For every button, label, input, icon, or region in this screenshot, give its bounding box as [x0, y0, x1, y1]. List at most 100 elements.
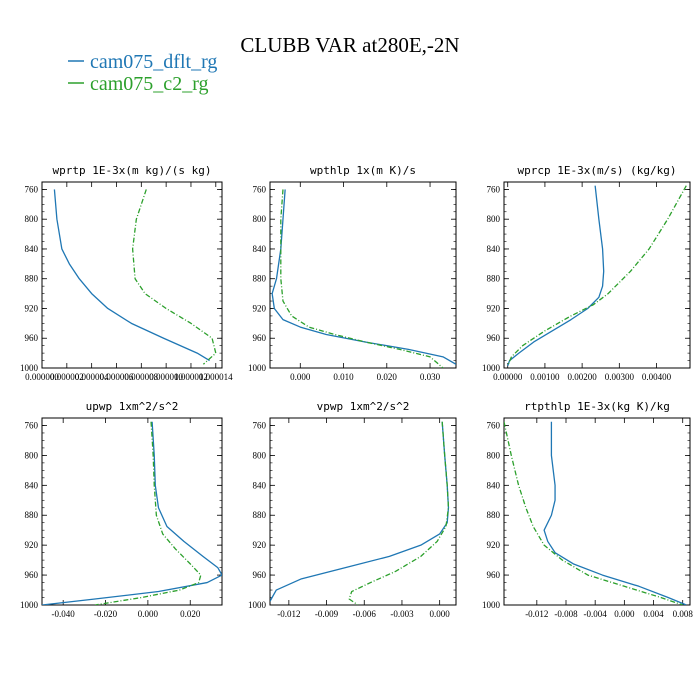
y-tick-label: 1000 — [20, 363, 39, 373]
panel-3: wprcp 1E-3x(m/s) (kg/kg) 760 800 840 880 920 9… — [482, 164, 691, 382]
plot-frame — [269, 417, 457, 606]
x-tick-label: 0.000014 — [199, 372, 233, 382]
x-tick-label: 0.000000 — [25, 372, 59, 382]
x-tick-label: 0.000008 — [124, 372, 158, 382]
series-line-1 — [507, 185, 605, 366]
x-tick-label: -0.040 — [52, 609, 76, 619]
legend-label-1: cam075_c2_rg — [90, 73, 209, 95]
y-tick-label: 1000 — [248, 600, 267, 610]
y-tick-label: 760 — [487, 420, 501, 430]
x-tick-label: -0.012 — [525, 609, 548, 619]
x-tick-label: 0.000012 — [174, 372, 208, 382]
x-tick-label: -0.003 — [390, 609, 414, 619]
y-tick-label: 840 — [487, 244, 501, 254]
x-tick-label: 0.000 — [138, 609, 159, 619]
panel-5: vpwp 1xm^2/s^2 760 800 840 880 920 960 1000 -0.0… — [248, 400, 457, 619]
x-tick-label: 0.000 — [290, 372, 311, 382]
legend-label-0: cam075_dflt_rg — [90, 51, 217, 73]
y-tick-label: 800 — [253, 214, 267, 224]
x-tick-label: 0.000004 — [75, 372, 109, 382]
x-tick-label: 0.000010 — [149, 372, 183, 382]
plot-frame — [269, 181, 457, 369]
x-tick-label: 0.020 — [377, 372, 398, 382]
series-line-1 — [53, 189, 210, 362]
y-tick-label: 760 — [253, 184, 267, 194]
y-tick-label: 800 — [25, 214, 39, 224]
x-tick-label: -0.009 — [315, 609, 339, 619]
y-tick-label: 960 — [253, 570, 267, 580]
y-tick-label: 760 — [25, 184, 39, 194]
y-tick-label: 880 — [253, 274, 267, 284]
y-tick-label: 960 — [253, 333, 267, 343]
y-tick-label: 840 — [25, 244, 39, 254]
x-tick-label: 0.008 — [673, 609, 694, 619]
x-tick-label: 0.00200 — [567, 372, 597, 382]
series-line-2 — [131, 189, 217, 365]
figure-title: CLUBB VAR at280E,-2N — [240, 33, 459, 57]
panel-title: wpthlp 1x(m K)/s — [310, 164, 416, 177]
y-tick-label: 840 — [487, 480, 501, 490]
y-tick-label: 840 — [253, 480, 267, 490]
x-tick-label: 0.000 — [430, 609, 451, 619]
x-tick-label: -0.012 — [277, 609, 300, 619]
y-tick-label: 920 — [253, 303, 267, 313]
y-tick-label: 880 — [25, 510, 39, 520]
panel-title: wprtp 1E-3x(m kg)/(s kg) — [53, 164, 212, 177]
x-tick-label: 0.00100 — [530, 372, 560, 382]
series-line-2 — [348, 421, 450, 605]
plot-frame — [41, 417, 223, 606]
x-tick-label: 0.00400 — [642, 372, 672, 382]
y-tick-label: 840 — [25, 480, 39, 490]
panel-title: vpwp 1xm^2/s^2 — [317, 400, 410, 413]
y-tick-label: 880 — [253, 510, 267, 520]
panel-4: upwp 1xm^2/s^2 760 800 840 880 920 960 1000 -0.0… — [20, 400, 223, 619]
x-tick-label: -0.006 — [353, 609, 377, 619]
y-tick-label: 880 — [25, 274, 39, 284]
y-tick-label: 760 — [487, 184, 501, 194]
y-tick-label: 920 — [253, 540, 267, 550]
series-line-2 — [94, 421, 202, 605]
y-tick-label: 920 — [487, 540, 501, 550]
y-tick-label: 1000 — [482, 600, 501, 610]
x-tick-label: -0.008 — [554, 609, 578, 619]
y-tick-label: 920 — [487, 303, 501, 313]
y-tick-label: 800 — [253, 450, 267, 460]
x-tick-label: -0.020 — [94, 609, 118, 619]
y-tick-label: 880 — [487, 510, 501, 520]
y-tick-label: 840 — [253, 244, 267, 254]
series-line-2 — [507, 185, 687, 367]
panel-title: upwp 1xm^2/s^2 — [86, 400, 179, 413]
y-tick-label: 960 — [25, 570, 39, 580]
x-tick-label: 0.00000 — [493, 372, 523, 382]
y-tick-label: 800 — [487, 450, 501, 460]
series-line-1 — [271, 189, 456, 365]
series-line-2 — [280, 189, 444, 368]
panel-title: wprcp 1E-3x(m/s) (kg/kg) — [518, 164, 677, 177]
panels: wprtp 1E-3x(m kg)/(s kg) 760 800 840 880 920 9… — [20, 164, 693, 619]
y-tick-label: 1000 — [20, 600, 39, 610]
series-line-1 — [270, 421, 450, 602]
x-tick-label: 0.010 — [333, 372, 354, 382]
y-tick-label: 920 — [25, 303, 39, 313]
x-tick-label: 0.000 — [614, 609, 635, 619]
plot-frame — [503, 181, 691, 369]
y-tick-label: 1000 — [248, 363, 267, 373]
y-tick-label: 920 — [25, 540, 39, 550]
panel-title: rtpthlp 1E-3x(kg K)/kg — [524, 400, 670, 413]
y-tick-label: 960 — [487, 570, 501, 580]
y-tick-label: 960 — [487, 333, 501, 343]
x-tick-label: 0.00300 — [605, 372, 635, 382]
y-tick-label: 800 — [487, 214, 501, 224]
legend: cam075_dflt_rg cam075_c2_rg — [68, 51, 217, 95]
x-tick-label: 0.000002 — [50, 372, 84, 382]
series-line-2 — [504, 421, 683, 605]
plot-frame — [503, 417, 691, 606]
y-tick-label: 960 — [25, 333, 39, 343]
y-tick-label: 800 — [25, 450, 39, 460]
x-tick-label: 0.000006 — [100, 372, 134, 382]
panel-1: wprtp 1E-3x(m kg)/(s kg) 760 800 840 880 920 9… — [20, 164, 233, 382]
x-tick-label: 0.020 — [180, 609, 201, 619]
x-tick-label: 0.030 — [420, 372, 441, 382]
y-tick-label: 1000 — [482, 363, 501, 373]
